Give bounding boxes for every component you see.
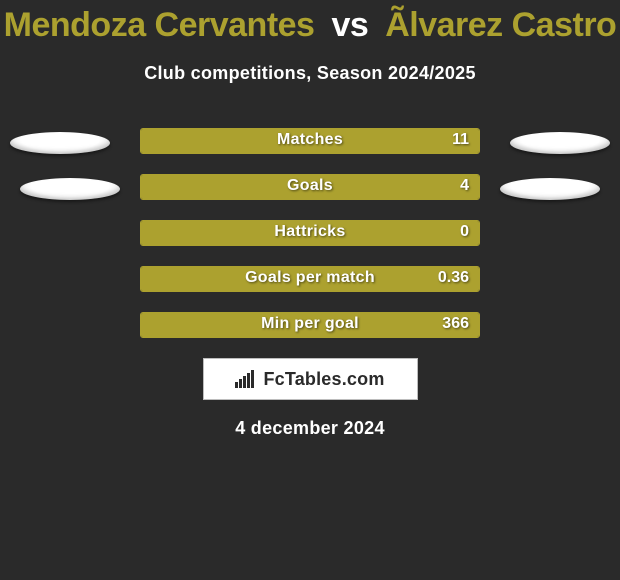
ellipse-light-right	[500, 178, 600, 200]
stat-label: Goals	[287, 177, 333, 195]
ellipse-light-left	[10, 132, 110, 154]
stat-value: 0.36	[438, 269, 469, 287]
stat-value: 11	[452, 131, 469, 149]
stat-row: Matches 11	[0, 128, 620, 154]
stat-value: 366	[442, 315, 469, 333]
stat-label: Goals per match	[245, 269, 375, 287]
stat-row: Goals per match 0.36	[0, 266, 620, 292]
stat-bar: Min per goal 366	[140, 312, 480, 338]
stat-bar: Hattricks 0	[140, 220, 480, 246]
date-text: 4 december 2024	[0, 418, 620, 439]
stat-value: 0	[460, 223, 469, 241]
stat-row: Min per goal 366	[0, 312, 620, 338]
stat-bar: Goals per match 0.36	[140, 266, 480, 292]
stat-bar: Matches 11	[140, 128, 480, 154]
comparison-infographic: Mendoza Cervantes vs Ãlvarez Castro Club…	[0, 0, 620, 580]
stat-label: Min per goal	[261, 315, 359, 333]
stat-value: 4	[460, 177, 469, 195]
stat-label: Hattricks	[274, 223, 345, 241]
page-title: Mendoza Cervantes vs Ãlvarez Castro	[0, 6, 620, 45]
player-b-name: Ãlvarez Castro	[385, 6, 616, 44]
brand-name: FcTables.com	[263, 369, 384, 390]
ellipse-light-left	[20, 178, 120, 200]
ellipse-light-right	[510, 132, 610, 154]
brand-box[interactable]: FcTables.com	[203, 358, 418, 400]
vs-text: vs	[323, 6, 376, 44]
stat-rows: Matches 11 Goals 4 Hattricks 0 Goals per match…	[0, 128, 620, 338]
player-a-name: Mendoza Cervantes	[4, 6, 315, 44]
subtitle: Club competitions, Season 2024/2025	[0, 63, 620, 84]
stat-bar: Goals 4	[140, 174, 480, 200]
stat-label: Matches	[277, 131, 343, 149]
stat-row: Goals 4	[0, 174, 620, 200]
stat-row: Hattricks 0	[0, 220, 620, 246]
bar-chart-icon	[235, 370, 257, 388]
